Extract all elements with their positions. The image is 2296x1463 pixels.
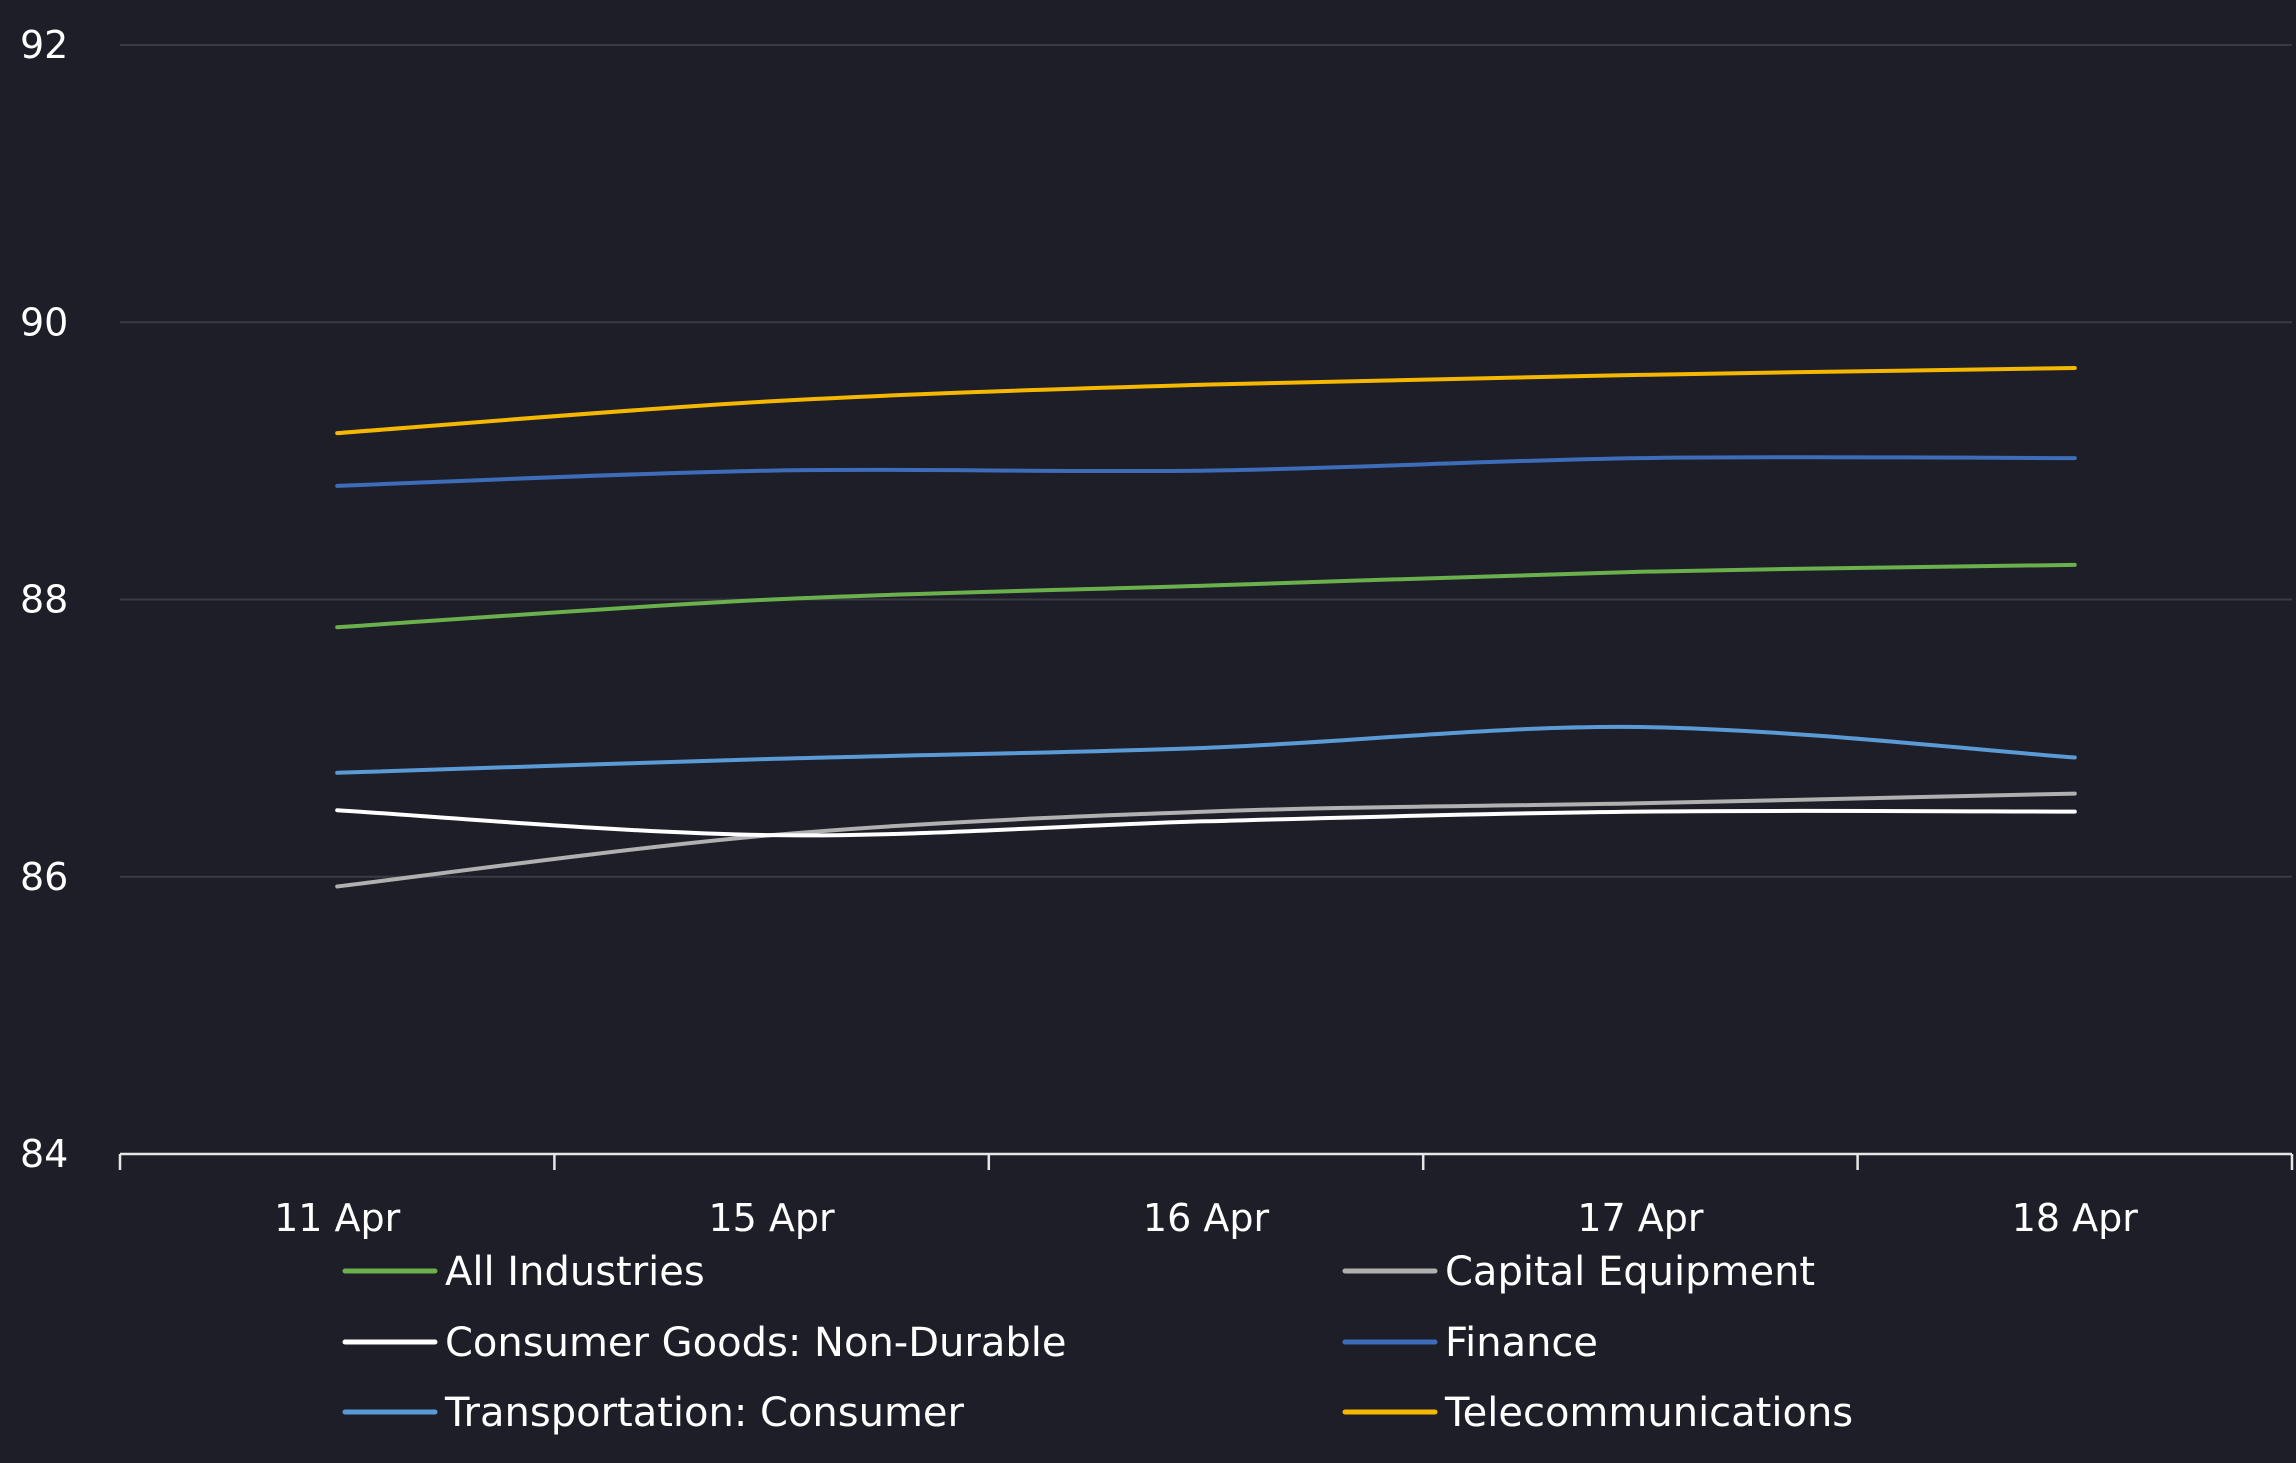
legend-label: All Industries — [445, 1249, 705, 1295]
gridlines — [120, 44, 2292, 878]
y-tick-label: 88 — [20, 578, 68, 622]
y-tick-label: 90 — [20, 300, 68, 344]
legend-label: Telecommunications — [1444, 1390, 1853, 1436]
legend-item: Consumer Goods: Non-Durable — [342, 1320, 1066, 1366]
legend-item: Telecommunications — [1342, 1390, 1853, 1436]
legend-label: Capital Equipment — [1445, 1249, 1815, 1295]
y-axis-tick-labels: 84 86 88 90 92 — [20, 23, 68, 1176]
legend-label: Transportation: Consumer — [444, 1390, 965, 1436]
x-tick-label: 11 Apr — [274, 1196, 401, 1240]
series-line-transportation-consumer — [335, 724, 2077, 775]
legend-item: All Industries — [342, 1249, 705, 1295]
x-tick-label: 15 Apr — [709, 1196, 836, 1240]
legend-label: Finance — [1445, 1320, 1598, 1366]
legend-item: Finance — [1342, 1320, 1598, 1366]
x-tick-label: 18 Apr — [2012, 1196, 2139, 1240]
x-axis-tick-labels: 11 Apr 15 Apr 16 Apr 17 Apr 18 Apr — [274, 1196, 2138, 1240]
series-line-finance — [335, 455, 2077, 488]
series-line-all-industries — [335, 562, 2077, 630]
x-tick-label: 17 Apr — [1577, 1196, 1704, 1240]
x-axis — [118, 1152, 2294, 1170]
y-tick-label: 86 — [20, 855, 68, 899]
y-tick-label: 92 — [20, 23, 68, 67]
legend: All Industries Capital Equipment Consumer … — [342, 1249, 1853, 1436]
legend-item: Capital Equipment — [1342, 1249, 1815, 1295]
series-line-capital-equipment — [335, 791, 2077, 889]
x-tick-label: 16 Apr — [1143, 1196, 1270, 1240]
legend-label: Consumer Goods: Non-Durable — [445, 1320, 1066, 1366]
series-line-consumer-goods-non-durable — [335, 808, 2077, 838]
series-lines — [335, 365, 2077, 889]
y-tick-label: 84 — [20, 1132, 68, 1176]
legend-item: Transportation: Consumer — [342, 1390, 965, 1436]
series-line-telecommunications — [335, 365, 2077, 436]
